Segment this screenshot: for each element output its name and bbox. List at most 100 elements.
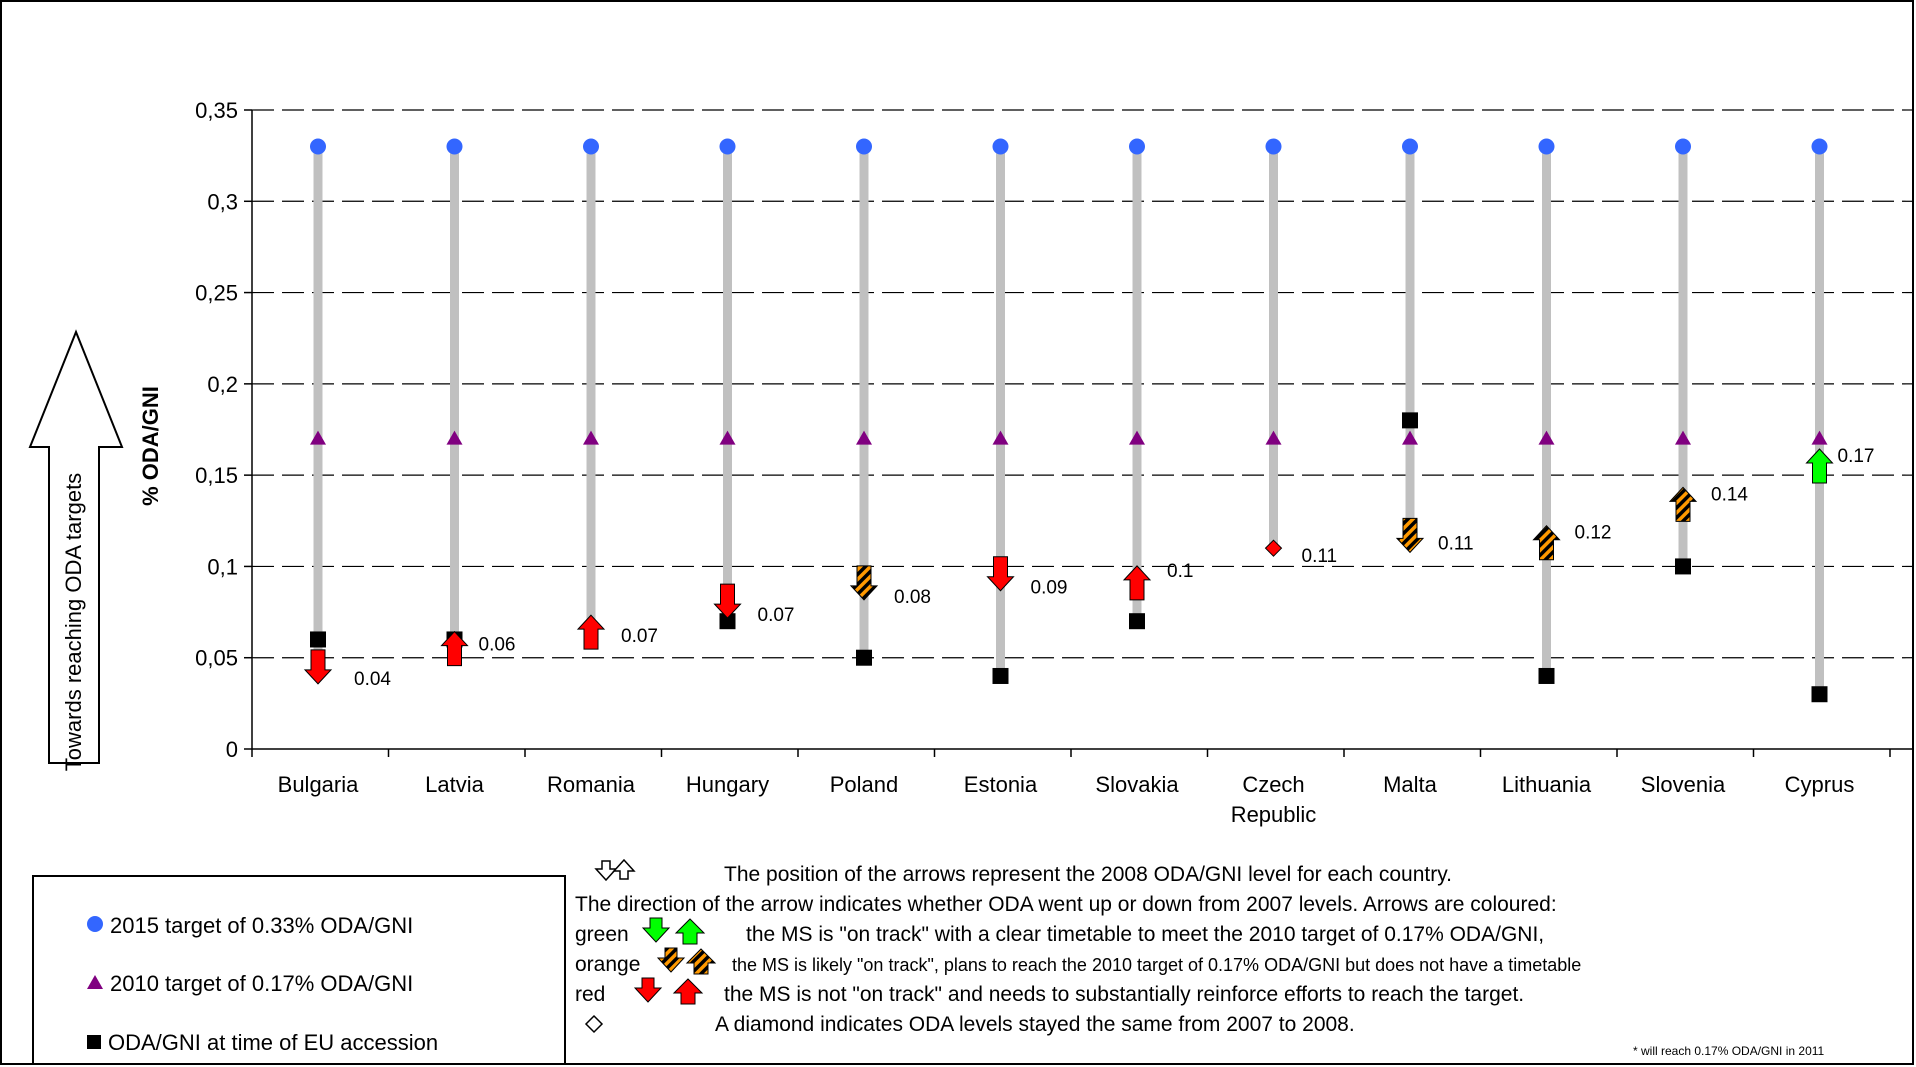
footnote: * will reach 0.17% ODA/GNI in 2011	[1633, 1044, 1825, 1058]
oda-2008-data-label: 0.07	[621, 626, 658, 647]
target-2015-point	[1675, 138, 1691, 155]
target-2015-point	[992, 138, 1009, 155]
note-green-text: the MS is "on track" with a clear timeta…	[746, 923, 1545, 946]
target-2010-point	[1538, 430, 1555, 445]
target-2010-point	[310, 430, 326, 445]
target-2010-point	[583, 430, 599, 445]
accession-point	[856, 649, 872, 666]
note-orange-text: the MS is likely "on track", plans to re…	[732, 955, 1582, 975]
target-2015-point	[1129, 138, 1145, 155]
x-category-label: Hungary	[686, 772, 769, 797]
note-direction: The direction of the arrow indicates whe…	[575, 893, 1557, 916]
y-tick-label: 0,35	[195, 98, 238, 123]
oda-2008-data-label: 0.09	[1031, 578, 1068, 599]
oda-2008-arrow-down	[713, 583, 742, 619]
oda-2008-arrow-down	[849, 565, 879, 601]
legend-label: 2010 target of 0.17% ODA/GNI	[110, 971, 414, 996]
note-diamond-text: A diamond indicates ODA levels stayed th…	[715, 1013, 1355, 1036]
blank-arrows-icon	[594, 858, 636, 882]
oda-2008-data-label: 0.12	[1575, 523, 1612, 544]
target-2010-point	[1129, 430, 1145, 445]
accession-point	[992, 667, 1009, 684]
circle-marker-icon	[86, 913, 104, 939]
oda-2008-data-label: 0.17	[1838, 446, 1875, 467]
note-red-word: red	[575, 983, 606, 1006]
note-orange-word: orange	[575, 953, 641, 976]
target-2015-point	[1265, 138, 1282, 155]
triangle-marker-icon	[86, 971, 104, 997]
oda-2008-data-label: 0.07	[758, 605, 795, 626]
y-tick-label: 0,1	[207, 554, 238, 579]
square-marker-icon	[86, 1030, 102, 1056]
target-2015-point	[1538, 138, 1555, 155]
x-category-label: Slovenia	[1641, 772, 1726, 797]
target-2010-point	[856, 430, 872, 445]
note-position: The position of the arrows represent the…	[724, 863, 1452, 886]
legend-label: ODA/GNI at time of EU accession	[108, 1030, 439, 1055]
x-category-label: Romania	[547, 772, 636, 797]
target-2015-point	[446, 138, 463, 155]
x-category-label: Estonia	[964, 772, 1038, 797]
oda-2008-data-label: 0.08	[894, 587, 931, 608]
target-2010-point	[1675, 430, 1691, 445]
oda-2008-arrow-down	[303, 649, 333, 685]
accession-point	[1538, 667, 1555, 684]
accession-point	[1129, 613, 1145, 630]
legend: 2015 target of 0.33% ODA/GNI 2010 target…	[32, 875, 566, 1063]
target-2015-point	[583, 138, 599, 155]
green-arrows-icon	[642, 917, 706, 945]
target-2010-point	[992, 430, 1009, 445]
oda-2008-arrow-up	[440, 630, 469, 667]
target-2010-point	[446, 430, 463, 445]
oda-2008-arrow-up	[576, 614, 606, 650]
oda-2008-data-label: 0.1	[1167, 561, 1193, 582]
accession-point	[1402, 412, 1418, 429]
oda-2008-arrow-up	[1805, 448, 1834, 484]
note-red-text: the MS is not "on track" and needs to su…	[724, 983, 1525, 1006]
x-category-label: Lithuania	[1502, 772, 1592, 797]
x-category-label: Republic	[1231, 802, 1317, 827]
target-2015-point	[719, 138, 736, 155]
accession-point	[1675, 558, 1691, 575]
target-2010-point	[1811, 430, 1828, 445]
oda-2008-data-label: 0.11	[1438, 533, 1474, 554]
oda-2008-arrow-up	[1532, 524, 1561, 561]
diamond-icon	[584, 1014, 604, 1034]
oda-2008-arrow-down	[986, 556, 1015, 592]
legend-item-2010-target: 2010 target of 0.17% ODA/GNI	[86, 971, 413, 997]
x-category-label: Cyprus	[1785, 772, 1855, 797]
oda-2008-diamond	[1264, 539, 1283, 557]
target-2010-point	[719, 430, 736, 445]
accession-point	[719, 613, 736, 630]
y-tick-label: 0,25	[195, 281, 238, 306]
x-category-label: Latvia	[425, 772, 484, 797]
x-category-label: Malta	[1383, 772, 1438, 797]
accession-point	[1811, 686, 1828, 703]
oda-2008-data-label: 0.04	[354, 669, 391, 690]
target-2015-point	[856, 138, 872, 155]
y-tick-label: 0,2	[207, 372, 238, 397]
oda-2008-arrow-down	[1395, 517, 1425, 554]
towards-targets-arrow	[28, 329, 124, 764]
y-tick-label: 0,05	[195, 646, 238, 671]
target-2010-point	[1402, 430, 1418, 445]
x-category-label: Bulgaria	[278, 772, 359, 797]
red-arrows-icon	[634, 977, 704, 1005]
oda-2008-data-label: 0.11	[1302, 546, 1338, 567]
accession-point	[310, 631, 326, 648]
x-category-label: Slovakia	[1095, 772, 1179, 797]
y-axis-title: % ODA/GNI	[138, 386, 163, 506]
x-category-label: Poland	[830, 772, 899, 797]
x-category-label: Czech	[1242, 772, 1304, 797]
oda-2008-arrow-up	[1668, 486, 1698, 522]
legend-item-2015-target: 2015 target of 0.33% ODA/GNI	[86, 913, 413, 939]
side-arrow-label: Towards reaching ODA targets	[61, 473, 86, 771]
target-2015-point	[310, 138, 326, 155]
target-2015-point	[1811, 138, 1828, 155]
orange-arrows-icon	[657, 947, 717, 975]
y-tick-label: 0,3	[207, 189, 238, 214]
y-tick-label: 0,15	[195, 463, 238, 488]
legend-item-eu-accession: ODA/GNI at time of EU accession	[86, 1030, 438, 1056]
